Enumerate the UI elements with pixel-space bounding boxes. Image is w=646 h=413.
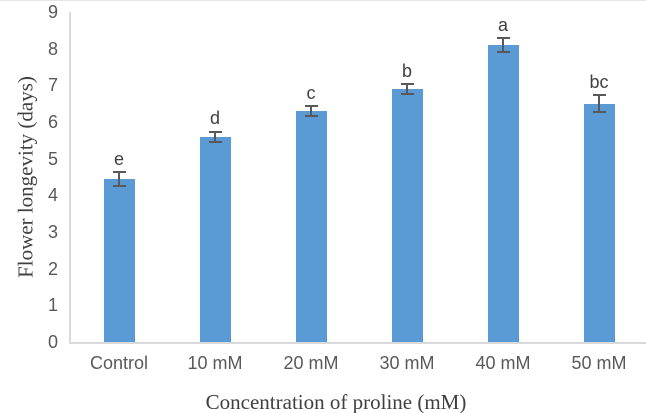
plot-area: e d c b a bc <box>69 12 646 344</box>
x-axis-title: Concentration of proline (mM) <box>205 390 467 413</box>
y-axis-title: Flower longevity (days) <box>13 76 38 278</box>
y-tick-label: 7 <box>47 75 58 96</box>
error-bar-10-mm <box>214 131 216 143</box>
significance-letter-10-mm: d <box>209 108 221 129</box>
y-tick-label: 1 <box>47 295 58 316</box>
bar-30-mm <box>391 89 423 342</box>
bar-10-mm <box>199 136 231 342</box>
error-bar-cap <box>496 50 510 53</box>
significance-letter-30-mm: b <box>401 60 413 81</box>
error-bar-cap <box>400 93 414 95</box>
bar-20-mm <box>295 111 327 342</box>
error-bar-cap <box>400 83 414 85</box>
bar-50-mm <box>583 103 615 342</box>
bar-40-mm <box>487 45 519 342</box>
significance-letter-40-mm: a <box>497 14 509 35</box>
error-bar-cap <box>304 105 318 107</box>
significance-letter-20-mm: c <box>306 82 316 103</box>
y-tick-label: 3 <box>47 222 58 242</box>
error-bar-cap <box>304 115 318 117</box>
error-bar-control <box>118 171 120 187</box>
y-tick-label: 4 <box>47 185 58 206</box>
y-tick-label: 2 <box>47 258 58 279</box>
significance-letter-50-mm: bc <box>589 71 609 92</box>
x-tick-label-50-mm: 50 mM <box>571 353 627 373</box>
error-bar-cap <box>112 184 126 187</box>
error-bar-cap <box>496 37 510 40</box>
x-tick-label-20-mm: 20 mM <box>283 353 339 373</box>
error-bar-cap <box>112 171 126 173</box>
error-bar-20-mm <box>310 105 312 117</box>
x-tick-label-10-mm: 10 mM <box>187 353 243 373</box>
error-bar-cap <box>208 140 222 143</box>
y-tick-label: 8 <box>47 38 58 59</box>
x-tick-label-control: Control <box>89 353 149 373</box>
bar-control <box>103 178 135 342</box>
x-tick-label-30-mm: 30 mM <box>379 353 435 373</box>
y-tick-label: 0 <box>47 332 58 352</box>
y-tick-label: 9 <box>47 2 58 22</box>
error-bar-30-mm <box>406 83 408 95</box>
error-bar-50-mm <box>598 94 600 113</box>
error-bar-cap <box>592 94 606 96</box>
y-tick-label: 6 <box>47 112 58 132</box>
y-tick-label: 5 <box>47 148 58 169</box>
error-bar-40-mm <box>502 37 504 53</box>
x-tick-label-40-mm: 40 mM <box>475 353 531 373</box>
error-bar-cap <box>592 111 606 114</box>
significance-letter-control: e <box>113 148 125 169</box>
error-bar-cap <box>208 130 222 133</box>
